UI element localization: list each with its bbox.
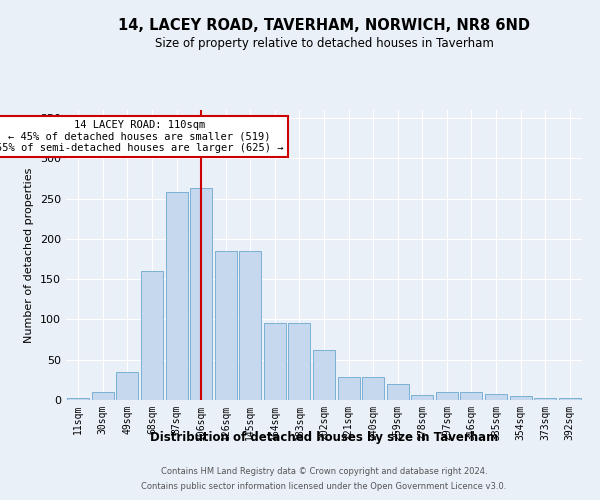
Bar <box>509 396 532 400</box>
Bar <box>411 395 433 400</box>
Bar <box>534 398 556 400</box>
Bar <box>190 188 212 400</box>
Text: 14, LACEY ROAD, TAVERHAM, NORWICH, NR8 6ND: 14, LACEY ROAD, TAVERHAM, NORWICH, NR8 6… <box>118 18 530 32</box>
Bar <box>116 372 139 400</box>
Bar <box>559 398 581 400</box>
Bar <box>436 392 458 400</box>
Bar <box>92 392 114 400</box>
Text: Contains public sector information licensed under the Open Government Licence v3: Contains public sector information licen… <box>142 482 506 491</box>
Text: Contains HM Land Registry data © Crown copyright and database right 2024.: Contains HM Land Registry data © Crown c… <box>161 467 487 476</box>
Bar <box>215 251 237 400</box>
Bar <box>460 392 482 400</box>
Bar <box>289 324 310 400</box>
Bar <box>338 378 359 400</box>
Bar <box>485 394 507 400</box>
Bar <box>166 192 188 400</box>
Text: Distribution of detached houses by size in Taverham: Distribution of detached houses by size … <box>150 431 498 444</box>
Bar <box>141 271 163 400</box>
Bar <box>386 384 409 400</box>
Bar <box>362 378 384 400</box>
Bar <box>67 398 89 400</box>
Text: 14 LACEY ROAD: 110sqm
← 45% of detached houses are smaller (519)
55% of semi-det: 14 LACEY ROAD: 110sqm ← 45% of detached … <box>0 120 283 153</box>
Bar <box>239 251 262 400</box>
Bar <box>264 324 286 400</box>
Text: Size of property relative to detached houses in Taverham: Size of property relative to detached ho… <box>155 38 493 51</box>
Bar <box>313 350 335 400</box>
Y-axis label: Number of detached properties: Number of detached properties <box>25 168 34 342</box>
